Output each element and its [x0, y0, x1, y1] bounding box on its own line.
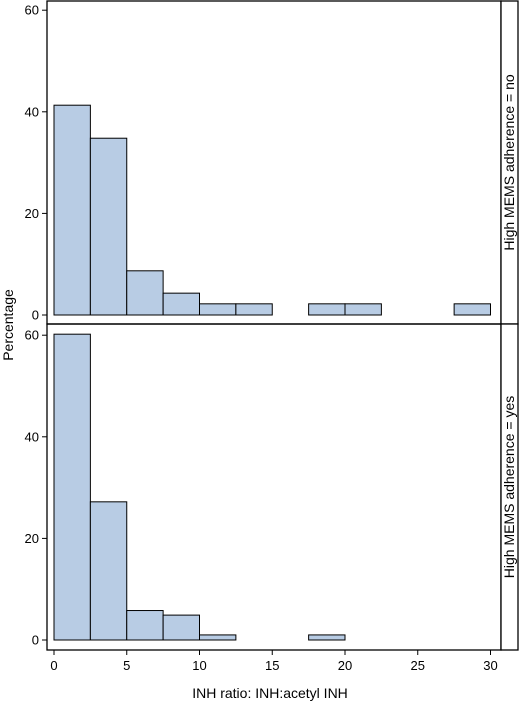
histogram-bar	[89, 501, 128, 641]
histogram-bar	[344, 303, 382, 316]
y-tick-label: 60	[25, 328, 39, 343]
panel-1: High MEMS adherence = no 0 20 40 60	[25, 0, 519, 325]
histogram-bar	[53, 104, 91, 316]
y-tick-label: 0	[32, 633, 39, 648]
x-tick-label: 15	[265, 658, 279, 673]
histogram-bar	[235, 303, 273, 316]
x-tick-label: 30	[483, 658, 497, 673]
x-axis: 0 5 10 15 20 25 30	[50, 650, 498, 673]
panel-strip-label: High MEMS adherence = no	[501, 74, 517, 250]
histogram-bar	[162, 614, 200, 641]
y-tick-label: 0	[32, 308, 39, 323]
histogram-bar	[199, 634, 237, 641]
histogram-bar	[308, 634, 346, 641]
panel-strip-label: High MEMS adherence = yes	[501, 396, 517, 578]
x-tick-label: 5	[123, 658, 130, 673]
histogram-bar	[308, 303, 346, 316]
histogram-bar	[53, 333, 91, 641]
y-tick-label: 40	[25, 104, 39, 119]
histogram-bar	[89, 137, 128, 316]
x-axis-title: INH ratio: INH:acetyl INH	[192, 685, 348, 701]
y-tick-label: 40	[25, 429, 39, 444]
histogram-bar	[126, 610, 164, 641]
y-tick-label: 20	[25, 206, 39, 221]
histogram-bar	[126, 270, 164, 316]
x-tick-label: 25	[411, 658, 425, 673]
histogram-bar	[453, 303, 491, 316]
strip-border	[500, 323, 519, 651]
x-tick-label: 20	[338, 658, 352, 673]
y-tick-label: 60	[25, 3, 39, 18]
y-tick-label: 20	[25, 531, 39, 546]
x-tick-label: 0	[50, 658, 57, 673]
x-tick-label: 10	[192, 658, 206, 673]
panel-2: High MEMS adherence = yes 0 20 40 60	[25, 323, 519, 651]
histogram-bar	[162, 292, 200, 316]
histogram-bar	[199, 303, 237, 316]
y-axis-title: Percentage	[0, 289, 16, 361]
